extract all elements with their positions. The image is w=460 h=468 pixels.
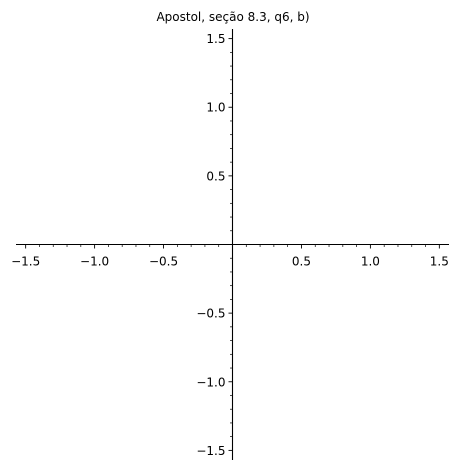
y-tick-label: 1.0 [206,101,225,115]
x-tick-label: 1.0 [361,255,380,269]
y-ticks: 1.5 1.0 0.5 −0.5 −1.0 −1.5 [196,32,233,458]
y-tick-label: −0.5 [196,307,225,321]
x-tick-label: −0.5 [149,255,178,269]
x-tick-label: −1.5 [11,255,40,269]
y-tick-label: 0.5 [206,169,225,183]
y-tick-label: −1.5 [196,444,225,458]
x-tick-label: 1.5 [430,255,449,269]
y-tick-label: 1.5 [206,32,225,46]
chart-title: Apostol, seção 8.3, q6, b) [156,10,309,24]
x-tick-label: 0.5 [292,255,311,269]
x-tick-label: −1.0 [80,255,109,269]
y-tick-label: −1.0 [196,375,225,389]
x-ticks: −1.5 −1.0 −0.5 0.5 1.0 1.5 [11,244,449,269]
minor-ticks [39,51,426,438]
